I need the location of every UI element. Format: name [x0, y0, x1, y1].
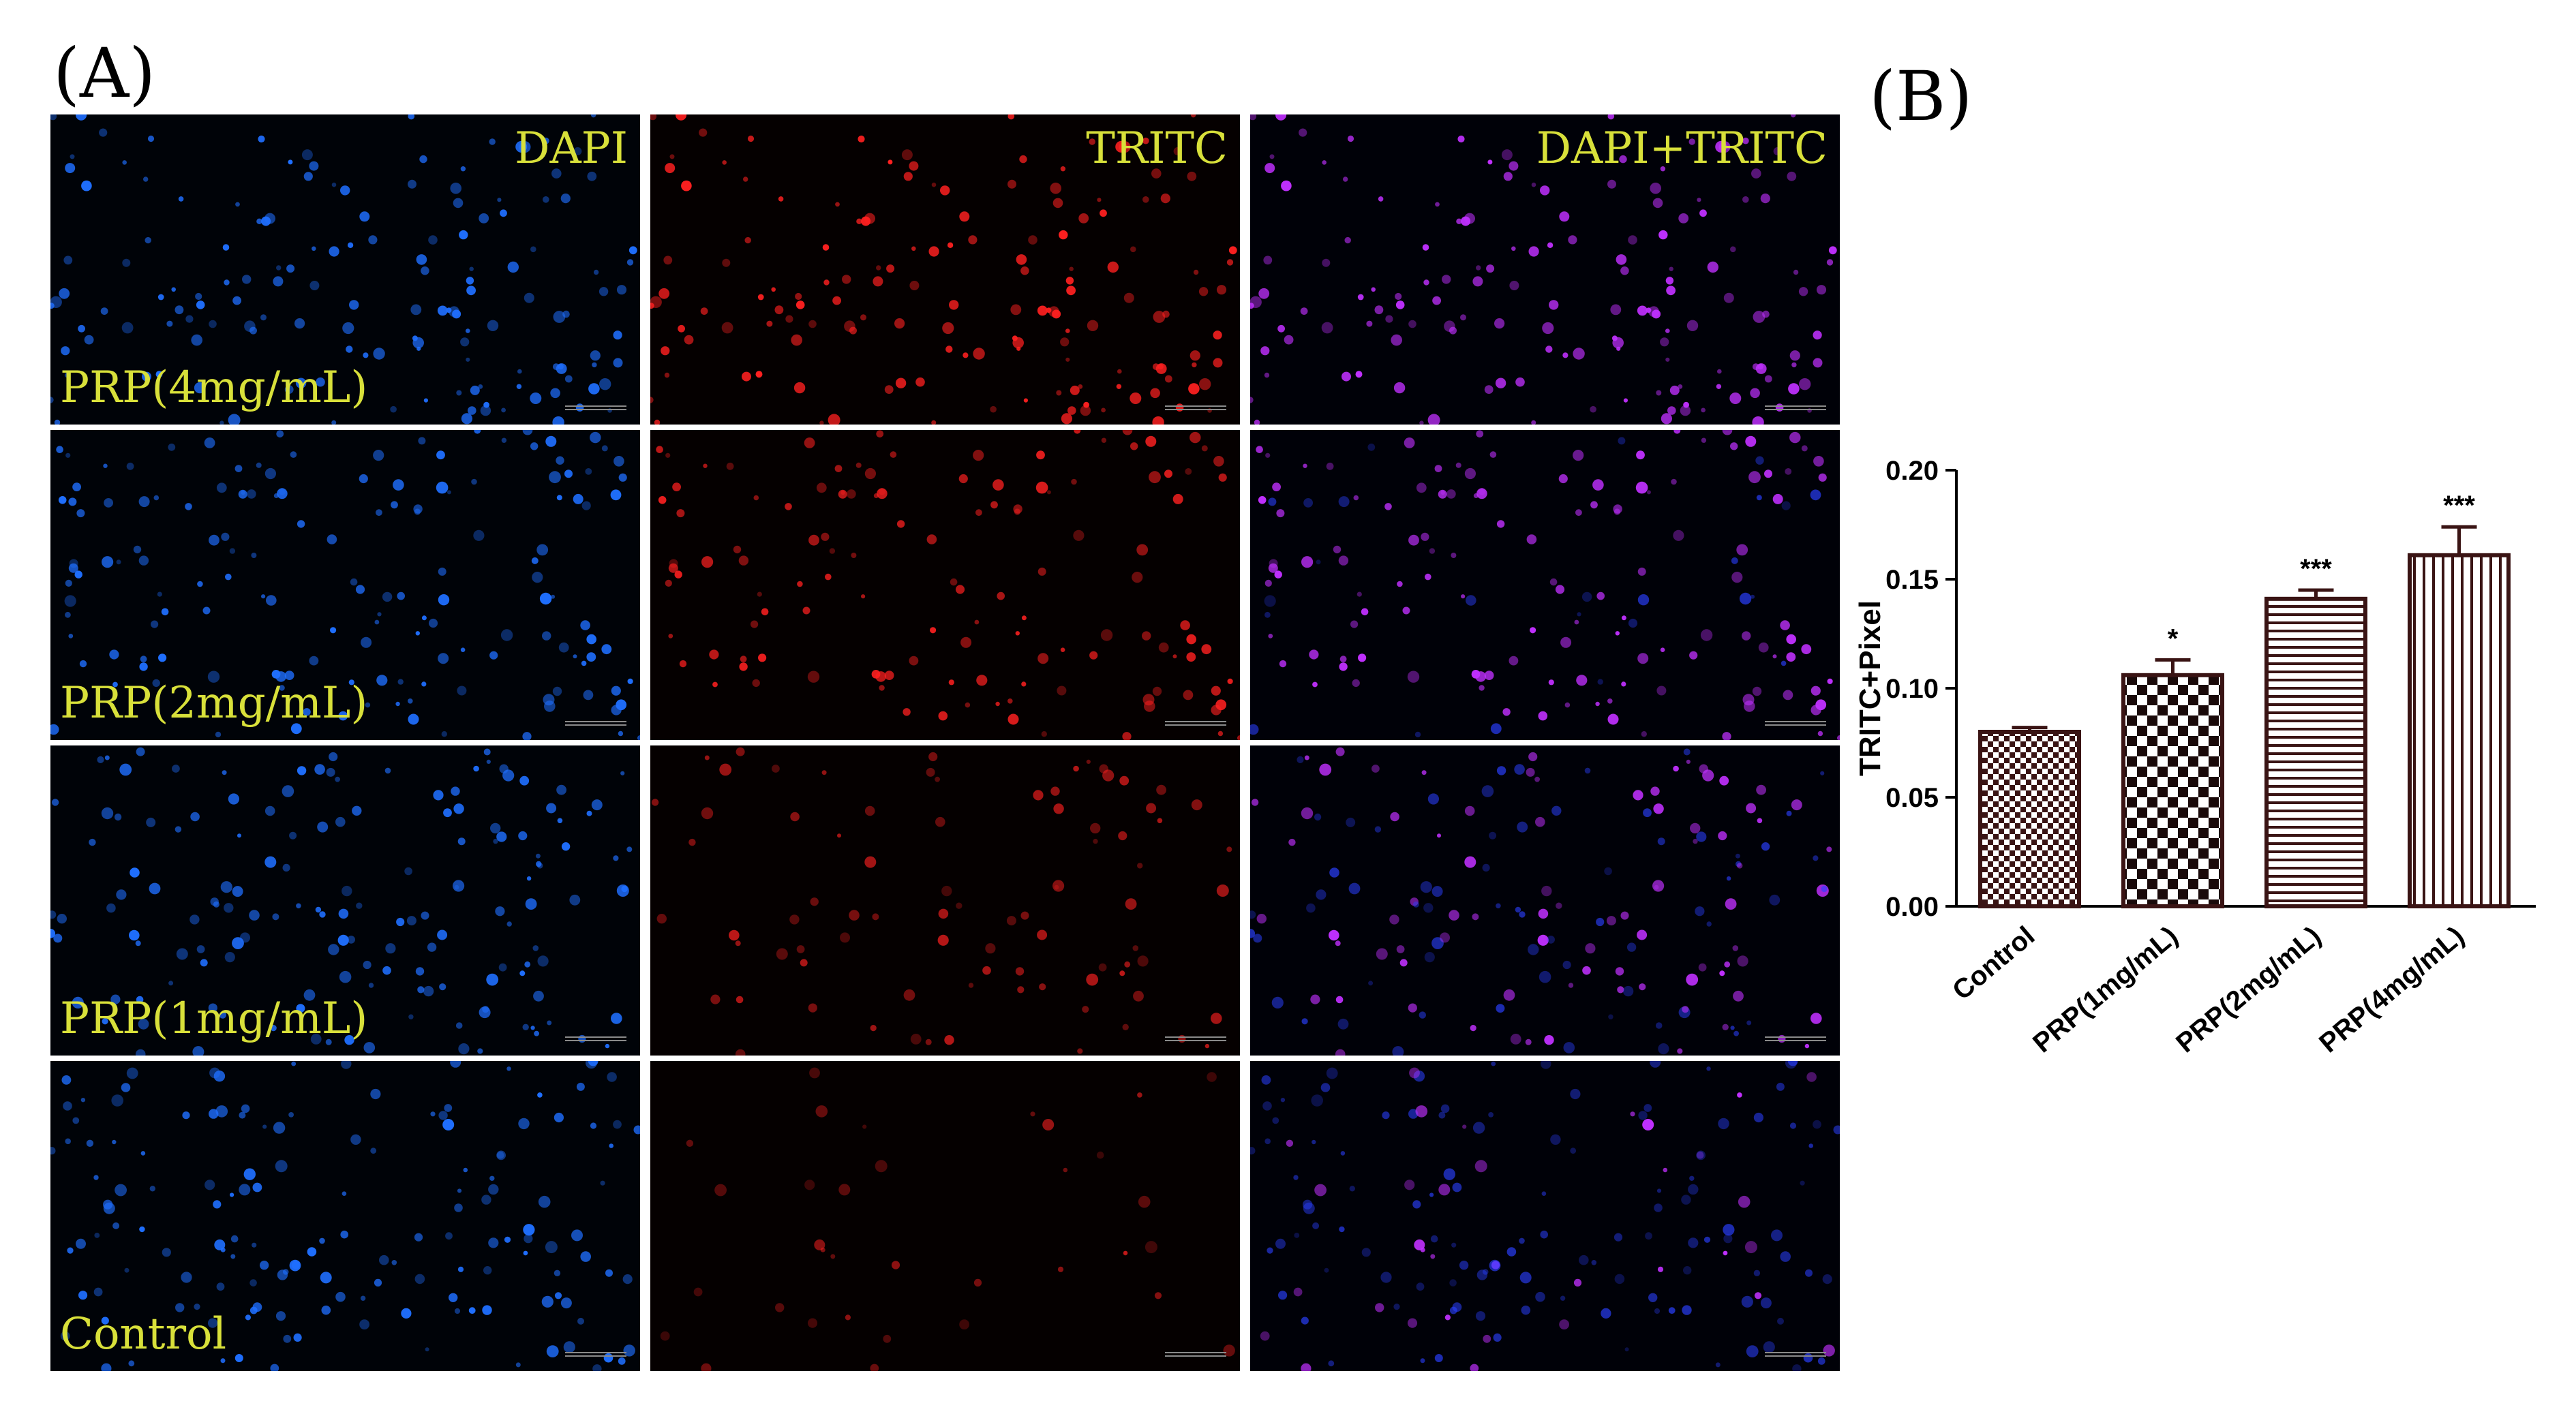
scale-bar: [1765, 405, 1826, 410]
micrograph-tile: [650, 1061, 1240, 1371]
x-tick-label: PRP(4mg/mL): [2314, 921, 2470, 1058]
bar: [2408, 553, 2511, 909]
micrograph-tile: PRP(1mg/mL): [50, 745, 640, 1056]
significance-marker: ***: [2443, 491, 2475, 521]
fluorescence-image: [650, 114, 1237, 425]
condition-label: PRP(1mg/mL): [60, 994, 368, 1044]
bar: [2264, 596, 2367, 908]
channel-label: TRITC: [1086, 123, 1228, 174]
condition-label: PRP(2mg/mL): [60, 678, 368, 728]
micrograph-tile: [1250, 430, 1840, 740]
y-axis-title: TRITC+Pixel: [1853, 600, 1887, 776]
x-tick-label: PRP(1mg/mL): [2027, 921, 2183, 1058]
x-tick-label: Control: [1947, 921, 2040, 1006]
micrograph-tile: [1250, 745, 1840, 1056]
chart-bars: [1978, 525, 2511, 909]
significance-marker: ***: [2300, 554, 2332, 584]
fluorescence-image: [656, 430, 1240, 740]
fluorescence-image: [50, 114, 637, 425]
y-tick-label: 0.20: [1885, 456, 1939, 486]
micrograph-grid: DAPI PRP(4mg/mL) TRITC DAPI+TRITC PRP(2mg/mL…: [50, 114, 1850, 1372]
panel-a-label: (A): [53, 33, 156, 113]
micrograph-tile: PRP(2mg/mL): [50, 430, 640, 740]
y-tick-label: 0.00: [1885, 892, 1939, 922]
fluorescence-image: [1250, 114, 1837, 425]
y-tick-label: 0.05: [1885, 783, 1939, 813]
bar: [1978, 730, 2081, 908]
fluorescence-image: [50, 747, 633, 1056]
fluorescence-image: [1250, 430, 1840, 740]
fluorescence-image: [50, 430, 640, 740]
scale-bar: [1165, 721, 1226, 726]
micrograph-tile: DAPI+TRITC: [1250, 114, 1840, 425]
channel-label: DAPI+TRITC: [1536, 123, 1828, 174]
micrograph-tile: Control: [50, 1061, 640, 1371]
scale-bar: [1165, 1036, 1226, 1041]
condition-label: PRP(4mg/mL): [60, 363, 368, 413]
scale-bar: [1165, 405, 1226, 410]
fluorescence-image: [1250, 1061, 1840, 1371]
scale-bar: [565, 721, 626, 726]
fluorescence-image: [660, 1067, 1235, 1371]
micrograph-tile: TRITC: [650, 114, 1240, 425]
x-tick-label: PRP(2mg/mL): [2170, 921, 2327, 1058]
significance-marker: *: [2168, 624, 2179, 653]
scale-bar: [1765, 1036, 1826, 1041]
fluorescence-image: [50, 1061, 640, 1371]
micrograph-tile: [650, 745, 1240, 1056]
scale-bar: [1765, 721, 1826, 726]
bar-chart: 0.00 0.05 0.10 0.15 0.20 TRITC+Pixel Control * P…: [1853, 456, 2536, 1058]
fluorescence-image: [1250, 747, 1832, 1056]
scale-bar: [1165, 1352, 1226, 1357]
micrograph-tile: DAPI PRP(4mg/mL): [50, 114, 640, 425]
fluorescence-image: [651, 747, 1232, 1056]
y-tick-label: 0.10: [1885, 674, 1939, 704]
scale-bar: [1765, 1352, 1826, 1357]
y-tick-label: 0.15: [1885, 565, 1939, 595]
scale-bar: [565, 405, 626, 410]
bar: [2121, 673, 2224, 908]
scale-bar: [565, 1036, 626, 1041]
scale-bar: [565, 1352, 626, 1357]
channel-label: DAPI: [515, 123, 628, 174]
micrograph-tile: [650, 430, 1240, 740]
condition-label: Control: [60, 1309, 227, 1359]
micrograph-tile: [1250, 1061, 1840, 1371]
panel-b-label: (B): [1869, 57, 1973, 136]
